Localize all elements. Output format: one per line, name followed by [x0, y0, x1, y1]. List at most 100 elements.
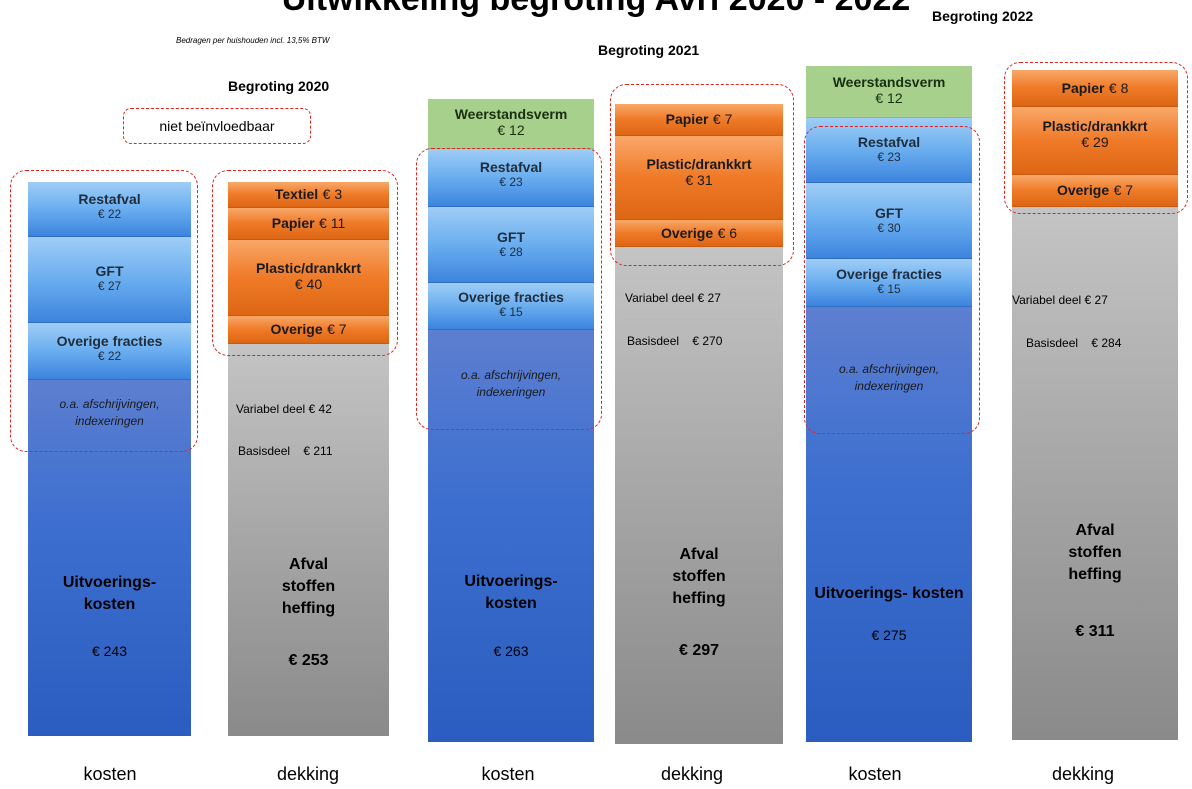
segment-value: € 6 [717, 225, 738, 241]
segment-name: GFT [95, 263, 124, 279]
total-value: € 275 [871, 627, 907, 643]
segment-name: Restafval [857, 134, 921, 150]
bar-2022-dekking: Papier € 8 Plastic/drankkrt € 29 Overige… [1012, 70, 1178, 740]
segment-name: Papier [665, 111, 709, 127]
dashed-group-2021-dekking [610, 84, 794, 266]
total-label: Afval stoffen heffing [281, 556, 336, 617]
segment-value: € 15 [499, 305, 523, 319]
total-value: € 253 [288, 652, 329, 669]
total-label: Uitvoerings- kosten [814, 585, 964, 602]
segment-name: Overige fracties [56, 333, 163, 349]
variabel-value: € 42 [308, 402, 332, 416]
dashed-group-2022-dekking [1004, 62, 1188, 214]
segment-plastic-2020: Plastic/drankkrt € 40 [228, 240, 389, 316]
segment-name: Papier [271, 215, 315, 231]
total-value: € 243 [91, 643, 128, 659]
segment-value: € 30 [877, 221, 901, 235]
segment-plastic-2021: Plastic/drankkrt € 31 [615, 136, 783, 220]
total-label: Afval stoffen heffing [1068, 522, 1122, 583]
segment-note: o.a. afschrijvingen, indexeringen [460, 368, 562, 399]
bottom-label-kosten-2022: kosten [848, 764, 902, 784]
segment-value: € 27 [97, 279, 122, 293]
segment-value: € 7 [712, 111, 733, 127]
variabel-deel-2020: Variabel deel € 42 [236, 402, 332, 416]
segment-value: € 31 [685, 172, 713, 188]
basisdeel-2022: Basisdeel € 284 [1026, 336, 1121, 350]
bottom-label-dekking-2020: dekking [276, 764, 340, 784]
legend-not-influenceable: niet beïnvloedbaar [123, 108, 311, 144]
segment-value: € 3 [322, 186, 343, 202]
segment-value: € 11 [319, 215, 346, 231]
basisdeel-2020: Basisdeel € 211 [238, 444, 333, 458]
basis-value: € 270 [692, 334, 723, 348]
segment-value: € 22 [97, 349, 122, 363]
dashed-group-2020-kosten [10, 170, 198, 452]
dashed-group-2022-kosten [804, 126, 980, 434]
divider-line [623, 319, 775, 320]
basis-label: Basisdeel [627, 334, 680, 348]
segment-weerstandsverm-2022: Weerstandsverm € 12 [806, 66, 972, 118]
segment-name: GFT [875, 205, 903, 221]
segment-value: € 23 [877, 150, 901, 164]
year-label-2021: Begroting 2021 [598, 42, 700, 58]
variabel-label: Variabel deel [236, 402, 306, 416]
bar-2020-kosten: Restafval € 22 GFT € 27 Overige fracties… [28, 182, 191, 736]
total-value: € 263 [493, 643, 529, 659]
segment-name: Overige [1056, 182, 1110, 198]
bar-2022-kosten: Weerstandsverm € 12 Restafval € 23 GFT €… [806, 66, 972, 742]
bottom-label-kosten-2021: kosten [481, 764, 535, 784]
bar-2020-dekking: Textiel € 3 Papier € 11 Plastic/drankkrt… [228, 182, 389, 736]
segment-value: € 12 [497, 122, 525, 138]
segment-name: Papier [1061, 80, 1105, 96]
segment-restafval-2022: Restafval € 23 [806, 118, 972, 183]
segment-weerstandsverm-2021: Weerstandsverm € 12 [428, 99, 594, 149]
dashed-group-2021-kosten [416, 148, 602, 430]
segment-value: € 29 [1081, 134, 1109, 150]
bar-2021-kosten: Weerstandsverm € 12 Restafval € 23 GFT €… [428, 99, 594, 742]
segment-name: Textiel [274, 186, 319, 202]
bar-2021-dekking: Papier € 7 Plastic/drankkrt € 31 Overige… [615, 104, 783, 744]
chart-title: Uitwikkeling begroting Avri 2020 - 2022 [0, 0, 1192, 19]
segment-overige-fracties-2021: Overige fracties € 15 [428, 283, 594, 330]
segment-restafval-2021: Restafval € 23 [428, 149, 594, 207]
segment-heffing-2021: Variabel deel € 27 Basisdeel € 270 Afval… [615, 247, 783, 744]
segment-value: € 7 [1113, 182, 1134, 198]
segment-name: Overige fracties [458, 289, 564, 305]
year-label-2020: Begroting 2020 [228, 78, 330, 94]
bottom-label-kosten-2020: kosten [83, 764, 137, 784]
bottom-label-dekking-2021: dekking [660, 764, 724, 784]
segment-name: Weerstandsverm [832, 74, 946, 90]
basis-label: Basisdeel [238, 444, 291, 458]
bottom-label-dekking-2022: dekking [1051, 764, 1115, 784]
segment-name: Weerstandsverm [454, 106, 568, 122]
variabel-deel-2021: Variabel deel € 27 [625, 291, 721, 305]
segment-name: Restafval [479, 159, 543, 175]
segment-papier-2022: Papier € 8 [1012, 70, 1178, 107]
segment-heffing-2022: Variabel deel € 27 Basisdeel € 284 Afval… [1012, 207, 1178, 740]
segment-note: o.a. afschrijvingen, indexeringen [838, 362, 940, 393]
segment-overige-fracties-2022: Overige fracties € 15 [806, 259, 972, 307]
total-label: Uitvoerings- kosten [62, 574, 157, 613]
basis-value: € 211 [303, 444, 333, 458]
segment-overige-2022: Overige € 7 [1012, 175, 1178, 207]
segment-value: € 15 [877, 282, 901, 296]
segment-value: € 40 [294, 276, 323, 292]
segment-note: o.a. afschrijvingen, indexeringen [59, 397, 160, 428]
segment-gft-2020: GFT € 27 [28, 237, 191, 323]
variabel-deel-2022: Variabel deel € 27 [1012, 293, 1108, 307]
total-label: Afval stoffen heffing [672, 546, 726, 607]
segment-heffing-2020: Variabel deel € 42 Basisdeel € 211 Afval… [228, 344, 389, 736]
segment-textiel-2020: Textiel € 3 [228, 182, 389, 208]
segment-value: € 7 [327, 321, 347, 337]
segment-name: Plastic/drankkrt [255, 260, 362, 276]
year-label-2022: Begroting 2022 [932, 8, 1034, 24]
basis-label: Basisdeel [1026, 336, 1079, 350]
segment-plastic-2022: Plastic/drankkrt € 29 [1012, 107, 1178, 175]
segment-uitvoeringskosten-2021: o.a. afschrijvingen, indexeringen Uitvoe… [428, 330, 594, 742]
segment-name: Overige [660, 225, 714, 241]
segment-uitvoeringskosten-2022: o.a. afschrijvingen, indexeringen Uitvoe… [806, 307, 972, 742]
basisdeel-2021: Basisdeel € 270 [627, 334, 722, 348]
variabel-value: € 27 [1084, 293, 1108, 307]
total-value: € 311 [1075, 623, 1115, 640]
segment-papier-2020: Papier € 11 [228, 208, 389, 240]
